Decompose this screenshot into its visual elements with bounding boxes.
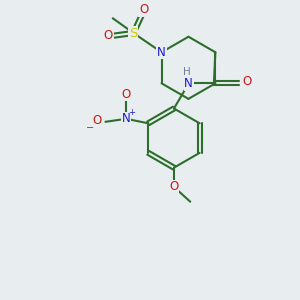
Text: N: N <box>184 77 193 90</box>
Text: N: N <box>157 46 166 59</box>
Text: O: O <box>122 88 131 101</box>
Text: S: S <box>129 26 138 40</box>
Text: O: O <box>169 180 178 194</box>
Text: +: + <box>128 108 135 117</box>
Text: O: O <box>243 75 252 88</box>
Text: H: H <box>183 67 191 77</box>
Text: O: O <box>139 3 148 16</box>
Text: O: O <box>104 29 113 43</box>
Text: −: − <box>86 123 94 133</box>
Text: O: O <box>92 114 102 127</box>
Text: N: N <box>122 112 130 125</box>
